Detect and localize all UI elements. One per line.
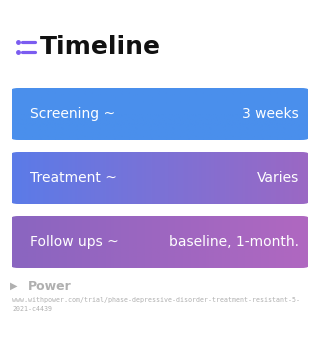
Text: www.withpower.com/trial/phase-depressive-disorder-treatment-resistant-5-: www.withpower.com/trial/phase-depressive… [12,297,300,303]
Text: baseline, 1-month.: baseline, 1-month. [169,235,299,249]
Text: ▶: ▶ [10,281,18,291]
Text: Timeline: Timeline [40,35,161,59]
Text: Power: Power [28,279,72,293]
Text: 2021-c4439: 2021-c4439 [12,306,52,312]
Text: Follow ups ~: Follow ups ~ [30,235,118,249]
FancyBboxPatch shape [12,88,308,139]
FancyBboxPatch shape [12,217,308,267]
Text: Treatment ~: Treatment ~ [30,171,116,185]
Text: 3 weeks: 3 weeks [242,107,299,121]
FancyBboxPatch shape [12,153,308,203]
Text: Screening ~: Screening ~ [30,107,115,121]
Text: Varies: Varies [257,171,299,185]
